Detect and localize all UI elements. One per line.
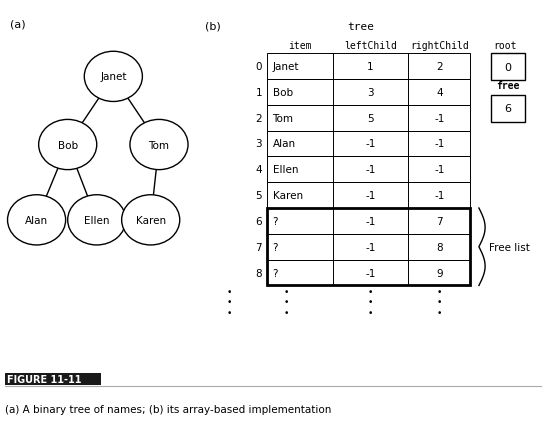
Bar: [491, 54, 525, 81]
Text: Free list: Free list: [489, 242, 530, 252]
Text: -1: -1: [365, 165, 376, 175]
Text: Ellen: Ellen: [272, 165, 298, 175]
Text: (b): (b): [205, 22, 221, 32]
Bar: [268, 131, 470, 157]
Text: •: •: [368, 288, 373, 297]
Text: -1: -1: [365, 216, 376, 226]
Text: 9: 9: [436, 268, 443, 278]
Text: Bob: Bob: [272, 88, 293, 98]
Text: 3: 3: [367, 88, 374, 98]
Text: •: •: [368, 298, 373, 307]
Text: -1: -1: [434, 191, 444, 201]
Ellipse shape: [39, 120, 97, 170]
Text: tree: tree: [347, 22, 374, 32]
Bar: [268, 157, 470, 183]
Text: •: •: [437, 298, 442, 307]
Text: 6: 6: [256, 216, 262, 226]
Text: Bob: Bob: [58, 140, 78, 150]
Text: Tom: Tom: [149, 140, 169, 150]
Text: ?: ?: [272, 216, 278, 226]
Text: rightChild: rightChild: [410, 41, 469, 51]
Bar: [268, 80, 470, 106]
Ellipse shape: [122, 195, 180, 245]
Text: ?: ?: [272, 242, 278, 252]
Text: 0: 0: [256, 62, 262, 72]
Text: •: •: [368, 308, 373, 317]
Text: -1: -1: [434, 113, 444, 124]
Text: -1: -1: [434, 165, 444, 175]
Ellipse shape: [8, 195, 66, 245]
Text: Alan: Alan: [272, 139, 296, 149]
Text: 3: 3: [256, 139, 262, 149]
Text: Tom: Tom: [272, 113, 294, 124]
Bar: [268, 183, 470, 208]
Bar: [268, 260, 470, 286]
Text: Janet: Janet: [272, 62, 299, 72]
Bar: [268, 208, 470, 234]
Text: 8: 8: [436, 242, 443, 252]
Text: item: item: [288, 41, 312, 51]
Text: 5: 5: [367, 113, 374, 124]
Text: Janet: Janet: [100, 72, 127, 82]
Text: •: •: [227, 308, 232, 317]
Text: 8: 8: [256, 268, 262, 278]
Text: 6: 6: [505, 104, 512, 114]
Text: ?: ?: [272, 268, 278, 278]
Text: 0: 0: [505, 63, 512, 72]
Text: -1: -1: [434, 139, 444, 149]
Text: •: •: [283, 298, 289, 307]
Text: 2: 2: [256, 113, 262, 124]
Text: -1: -1: [365, 268, 376, 278]
Text: Karen: Karen: [135, 215, 166, 225]
Text: 7: 7: [256, 242, 262, 252]
Text: •: •: [283, 308, 289, 317]
Text: Karen: Karen: [272, 191, 302, 201]
Text: -1: -1: [365, 139, 376, 149]
Text: 1: 1: [367, 62, 374, 72]
Text: •: •: [437, 288, 442, 297]
Ellipse shape: [68, 195, 126, 245]
Text: leftChild: leftChild: [344, 41, 397, 51]
Text: •: •: [437, 308, 442, 317]
Text: root: root: [493, 41, 517, 51]
Text: •: •: [227, 298, 232, 307]
Text: 2: 2: [436, 62, 443, 72]
Text: (a): (a): [10, 20, 25, 30]
Text: FIGURE 11-11: FIGURE 11-11: [7, 374, 81, 384]
Bar: [491, 95, 525, 122]
Text: 1: 1: [256, 88, 262, 98]
Text: 5: 5: [256, 191, 262, 201]
Text: -1: -1: [365, 242, 376, 252]
Text: Ellen: Ellen: [84, 215, 110, 225]
Text: 4: 4: [436, 88, 443, 98]
Text: (a) A binary tree of names; (b) its array-based implementation: (a) A binary tree of names; (b) its arra…: [5, 404, 332, 414]
Bar: [268, 54, 470, 80]
Text: Alan: Alan: [25, 215, 48, 225]
Text: -1: -1: [365, 191, 376, 201]
Text: 4: 4: [256, 165, 262, 175]
Text: •: •: [283, 288, 289, 297]
Text: free: free: [496, 81, 520, 91]
Bar: [268, 106, 470, 131]
Text: 7: 7: [436, 216, 443, 226]
Ellipse shape: [84, 52, 143, 102]
Bar: [268, 234, 470, 260]
FancyBboxPatch shape: [5, 373, 101, 386]
Ellipse shape: [130, 120, 188, 170]
Text: •: •: [227, 288, 232, 297]
Bar: [268, 208, 470, 286]
